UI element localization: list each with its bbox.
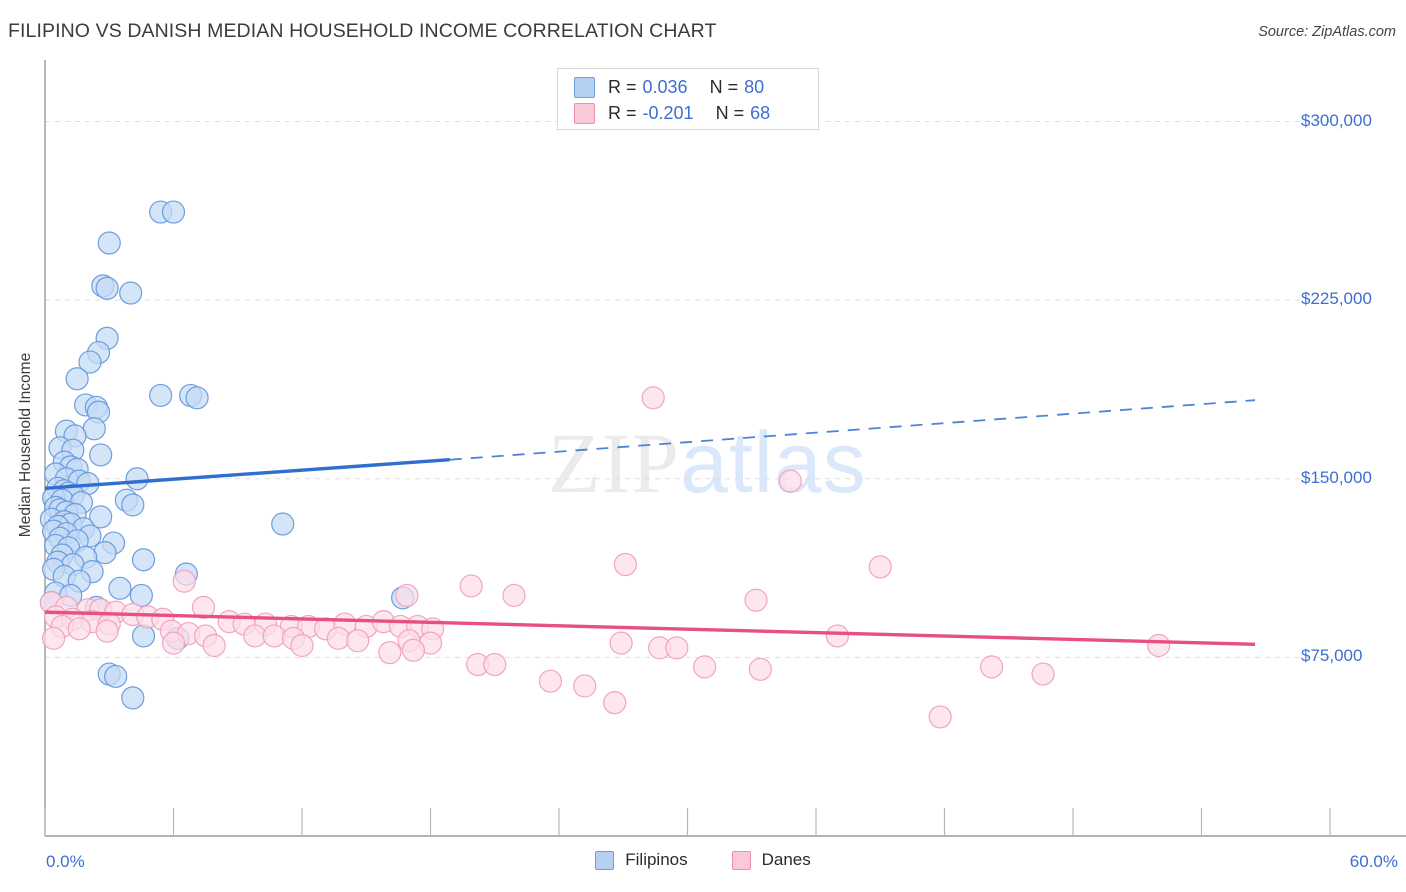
legend-swatch-filipinos: [595, 850, 615, 870]
scatter-point: [271, 512, 295, 536]
correlation-stats-box: R = 0.036 N = 80 R = -0.201 N = 68: [557, 68, 819, 130]
y-axis-tick-label: $225,000: [1301, 289, 1372, 309]
stats-swatch-blue: [574, 76, 595, 98]
stats-r-key-pink: R =: [608, 102, 637, 123]
y-axis-tick-label: $75,000: [1301, 646, 1363, 666]
scatter-point: [119, 281, 143, 305]
scatter-point: [97, 231, 121, 255]
scatter-point: [172, 569, 196, 593]
scatter-point: [185, 386, 209, 410]
trendline-projection-filipinos: [449, 399, 1256, 461]
scatter-point: [1031, 662, 1055, 686]
legend-swatch-danes: [731, 850, 751, 870]
legend-item-danes[interactable]: Danes: [731, 850, 811, 870]
stats-swatch-pink: [574, 102, 595, 124]
trendline-filipinos: [44, 458, 450, 490]
stats-row-danes: R = -0.201 N = 68: [574, 100, 770, 126]
scatter-point: [149, 383, 173, 408]
x-axis-max-label: 60.0%: [1349, 852, 1398, 871]
scatter-point: [125, 467, 149, 491]
stats-r-value-pink: -0.201: [642, 102, 694, 123]
scatter-point: [161, 200, 186, 224]
scatter-point: [41, 626, 66, 650]
stats-r-value-blue: 0.036: [642, 76, 688, 97]
scatter-point: [129, 583, 153, 608]
scatter-point: [121, 686, 145, 710]
scatter-point: [202, 633, 226, 658]
scatter-point: [928, 705, 952, 729]
scatter-point: [95, 619, 119, 643]
legend-item-filipinos[interactable]: Filipinos: [595, 850, 688, 870]
scatter-point: [748, 657, 772, 681]
scatter-point: [121, 493, 145, 517]
source-attribution: Source: ZipAtlas.com: [1258, 24, 1396, 40]
stats-n-value-pink: 68: [750, 102, 771, 123]
series-danes: [39, 386, 1171, 729]
stats-n-key-pink: N =: [715, 102, 745, 123]
legend-label-filipinos: Filipinos: [625, 850, 688, 869]
scatter-point: [65, 367, 89, 391]
scatter-point: [538, 669, 563, 693]
scatter-point: [868, 555, 892, 579]
scatter-point: [104, 664, 128, 689]
scatter-point: [346, 629, 370, 653]
scatter-point: [483, 652, 507, 677]
scatter-point: [290, 633, 314, 658]
scatter-point: [502, 583, 526, 608]
scatter-point: [95, 276, 119, 300]
scatter-point: [641, 386, 665, 410]
scatter-point: [93, 540, 117, 565]
scatter-point: [161, 631, 186, 655]
scatter-point: [67, 617, 91, 641]
scatter-point: [89, 505, 113, 529]
scatter-point: [603, 691, 627, 715]
scatter-point: [401, 638, 425, 662]
trendline-danes: [44, 610, 1256, 646]
scatter-point: [108, 576, 132, 600]
stats-row-filipinos: R = 0.036 N = 80: [574, 74, 764, 100]
scatter-point: [326, 626, 351, 650]
legend-label-danes: Danes: [761, 850, 811, 869]
scatter-point: [1147, 633, 1171, 658]
scatter-point: [262, 624, 286, 648]
scatter-point: [573, 674, 597, 698]
scatter-point: [665, 636, 689, 660]
scatter-point: [609, 631, 633, 655]
scatter-point: [378, 641, 402, 665]
chart-legend: Filipinos Danes: [0, 850, 1406, 870]
scatter-point: [459, 574, 483, 598]
scatter-point: [395, 583, 419, 608]
scatter-point: [778, 469, 802, 493]
scatter-point: [191, 595, 216, 619]
stats-r-key-blue: R =: [608, 76, 637, 97]
scatter-point: [78, 350, 102, 374]
scatter-point: [693, 655, 717, 679]
scatter-point: [744, 588, 768, 612]
y-axis-tick-label: $150,000: [1301, 467, 1372, 487]
scatter-point: [825, 624, 850, 648]
scatter-point: [131, 624, 156, 648]
scatter-point: [980, 655, 1004, 679]
scatter-point: [131, 548, 156, 572]
page-title: FILIPINO VS DANISH MEDIAN HOUSEHOLD INCO…: [8, 20, 717, 42]
y-axis-tick-label: $300,000: [1301, 110, 1372, 130]
x-axis-min-label: 0.0%: [46, 852, 85, 871]
stats-n-value-blue: 80: [744, 76, 765, 97]
scatter-point: [613, 552, 637, 577]
scatter-point: [89, 443, 113, 467]
stats-n-key-blue: N =: [709, 76, 739, 97]
